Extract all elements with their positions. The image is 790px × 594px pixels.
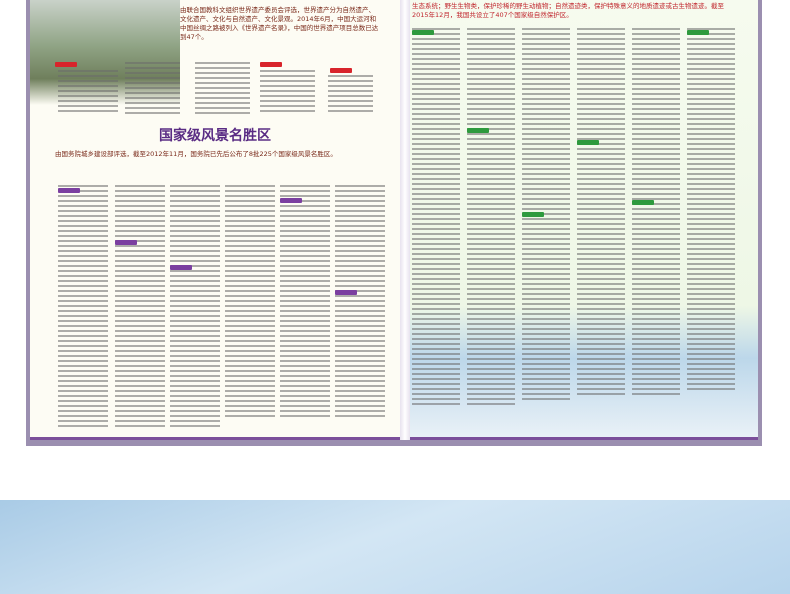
tag	[467, 128, 489, 133]
tag	[170, 265, 192, 270]
top-text: 由联合国教科文组织世界遗产委员会评选，世界遗产分为自然遗产、文化遗产、文化与自然…	[180, 6, 379, 41]
list-column	[632, 28, 680, 398]
tag	[55, 62, 77, 67]
list-column	[58, 185, 108, 430]
tag	[412, 30, 434, 35]
tag	[577, 140, 599, 145]
tag	[280, 198, 302, 203]
tag	[260, 62, 282, 67]
top-text: 生态系统；野生生物类，保护珍稀的野生动植物；自然遗迹类，保护特殊意义的地质遗迹或…	[412, 2, 724, 19]
tag	[632, 200, 654, 205]
tag	[330, 68, 352, 73]
list-column	[467, 28, 515, 408]
list-column	[170, 185, 220, 430]
list-column	[280, 185, 330, 420]
right-page: 生态系统；野生生物类，保护珍稀的野生动植物；自然遗迹类，保护特殊意义的地质遗迹或…	[410, 0, 758, 440]
list-column	[328, 75, 373, 115]
list-column	[195, 62, 250, 117]
list-column	[115, 185, 165, 430]
tag	[335, 290, 357, 295]
list-column	[412, 28, 460, 408]
section-heading: 国家级风景名胜区	[159, 128, 271, 144]
list-column	[260, 70, 315, 115]
list-column	[225, 185, 275, 420]
list-column	[125, 62, 180, 117]
tag	[58, 188, 80, 193]
tag	[522, 212, 544, 217]
left-page: 由联合国教科文组织世界遗产委员会评选，世界遗产分为自然遗产、文化遗产、文化与自然…	[30, 0, 400, 440]
list-column	[687, 28, 735, 393]
tag	[687, 30, 709, 35]
intro-text: 由国务院城乡建设部评选，截至2012年11月，国务院已先后公布了8批225个国家…	[55, 150, 337, 158]
spine	[400, 0, 410, 440]
tag	[115, 240, 137, 245]
list-column	[577, 28, 625, 398]
list-column	[58, 70, 118, 115]
backdrop	[0, 500, 790, 594]
list-column	[335, 185, 385, 420]
